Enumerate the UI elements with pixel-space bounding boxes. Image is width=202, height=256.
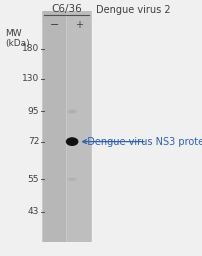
Text: 130: 130 — [22, 74, 39, 83]
Text: +: + — [75, 20, 83, 30]
FancyBboxPatch shape — [42, 11, 92, 242]
Ellipse shape — [67, 178, 76, 181]
Text: Dengue virus 2: Dengue virus 2 — [96, 5, 170, 15]
Ellipse shape — [65, 137, 78, 146]
Text: 55: 55 — [28, 175, 39, 184]
Text: 72: 72 — [28, 137, 39, 146]
Text: MW
(kDa): MW (kDa) — [5, 29, 30, 48]
Text: 95: 95 — [28, 107, 39, 116]
Ellipse shape — [67, 110, 76, 113]
Text: −: − — [49, 20, 59, 30]
Text: Dengue virus NS3 protein: Dengue virus NS3 protein — [81, 137, 202, 147]
FancyBboxPatch shape — [43, 11, 65, 242]
Text: 180: 180 — [22, 44, 39, 53]
FancyBboxPatch shape — [67, 11, 91, 242]
Text: 43: 43 — [28, 207, 39, 216]
Text: C6/36: C6/36 — [51, 4, 81, 14]
